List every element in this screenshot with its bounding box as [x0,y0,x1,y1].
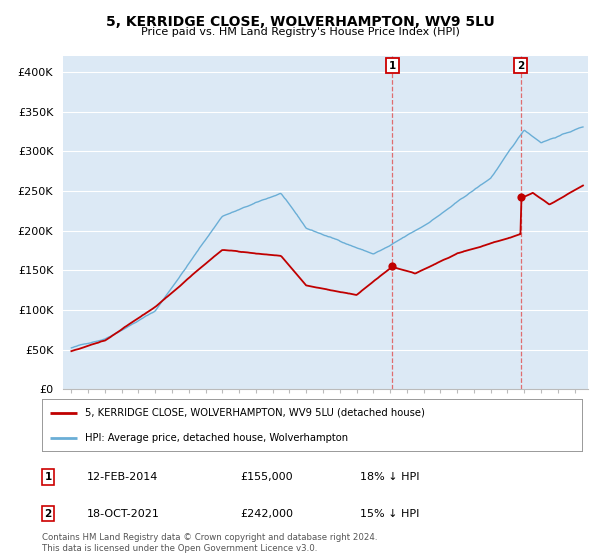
Text: 5, KERRIDGE CLOSE, WOLVERHAMPTON, WV9 5LU: 5, KERRIDGE CLOSE, WOLVERHAMPTON, WV9 5L… [106,15,494,29]
Point [387,262,397,270]
Text: 1: 1 [388,60,396,71]
Text: Price paid vs. HM Land Registry's House Price Index (HPI): Price paid vs. HM Land Registry's House … [140,27,460,37]
Text: £155,000: £155,000 [240,472,293,482]
Text: 15% ↓ HPI: 15% ↓ HPI [360,508,419,519]
Text: 2: 2 [44,508,52,519]
Text: 18-OCT-2021: 18-OCT-2021 [87,508,160,519]
Text: 1: 1 [44,472,52,482]
Text: HPI: Average price, detached house, Wolverhampton: HPI: Average price, detached house, Wolv… [85,433,349,443]
Text: 5, KERRIDGE CLOSE, WOLVERHAMPTON, WV9 5LU (detached house): 5, KERRIDGE CLOSE, WOLVERHAMPTON, WV9 5L… [85,408,425,418]
Text: 2: 2 [517,60,524,71]
Text: Contains HM Land Registry data © Crown copyright and database right 2024.
This d: Contains HM Land Registry data © Crown c… [42,533,377,553]
Text: 18% ↓ HPI: 18% ↓ HPI [360,472,419,482]
Text: 12-FEB-2014: 12-FEB-2014 [87,472,158,482]
Text: £242,000: £242,000 [240,508,293,519]
Point [516,193,526,202]
